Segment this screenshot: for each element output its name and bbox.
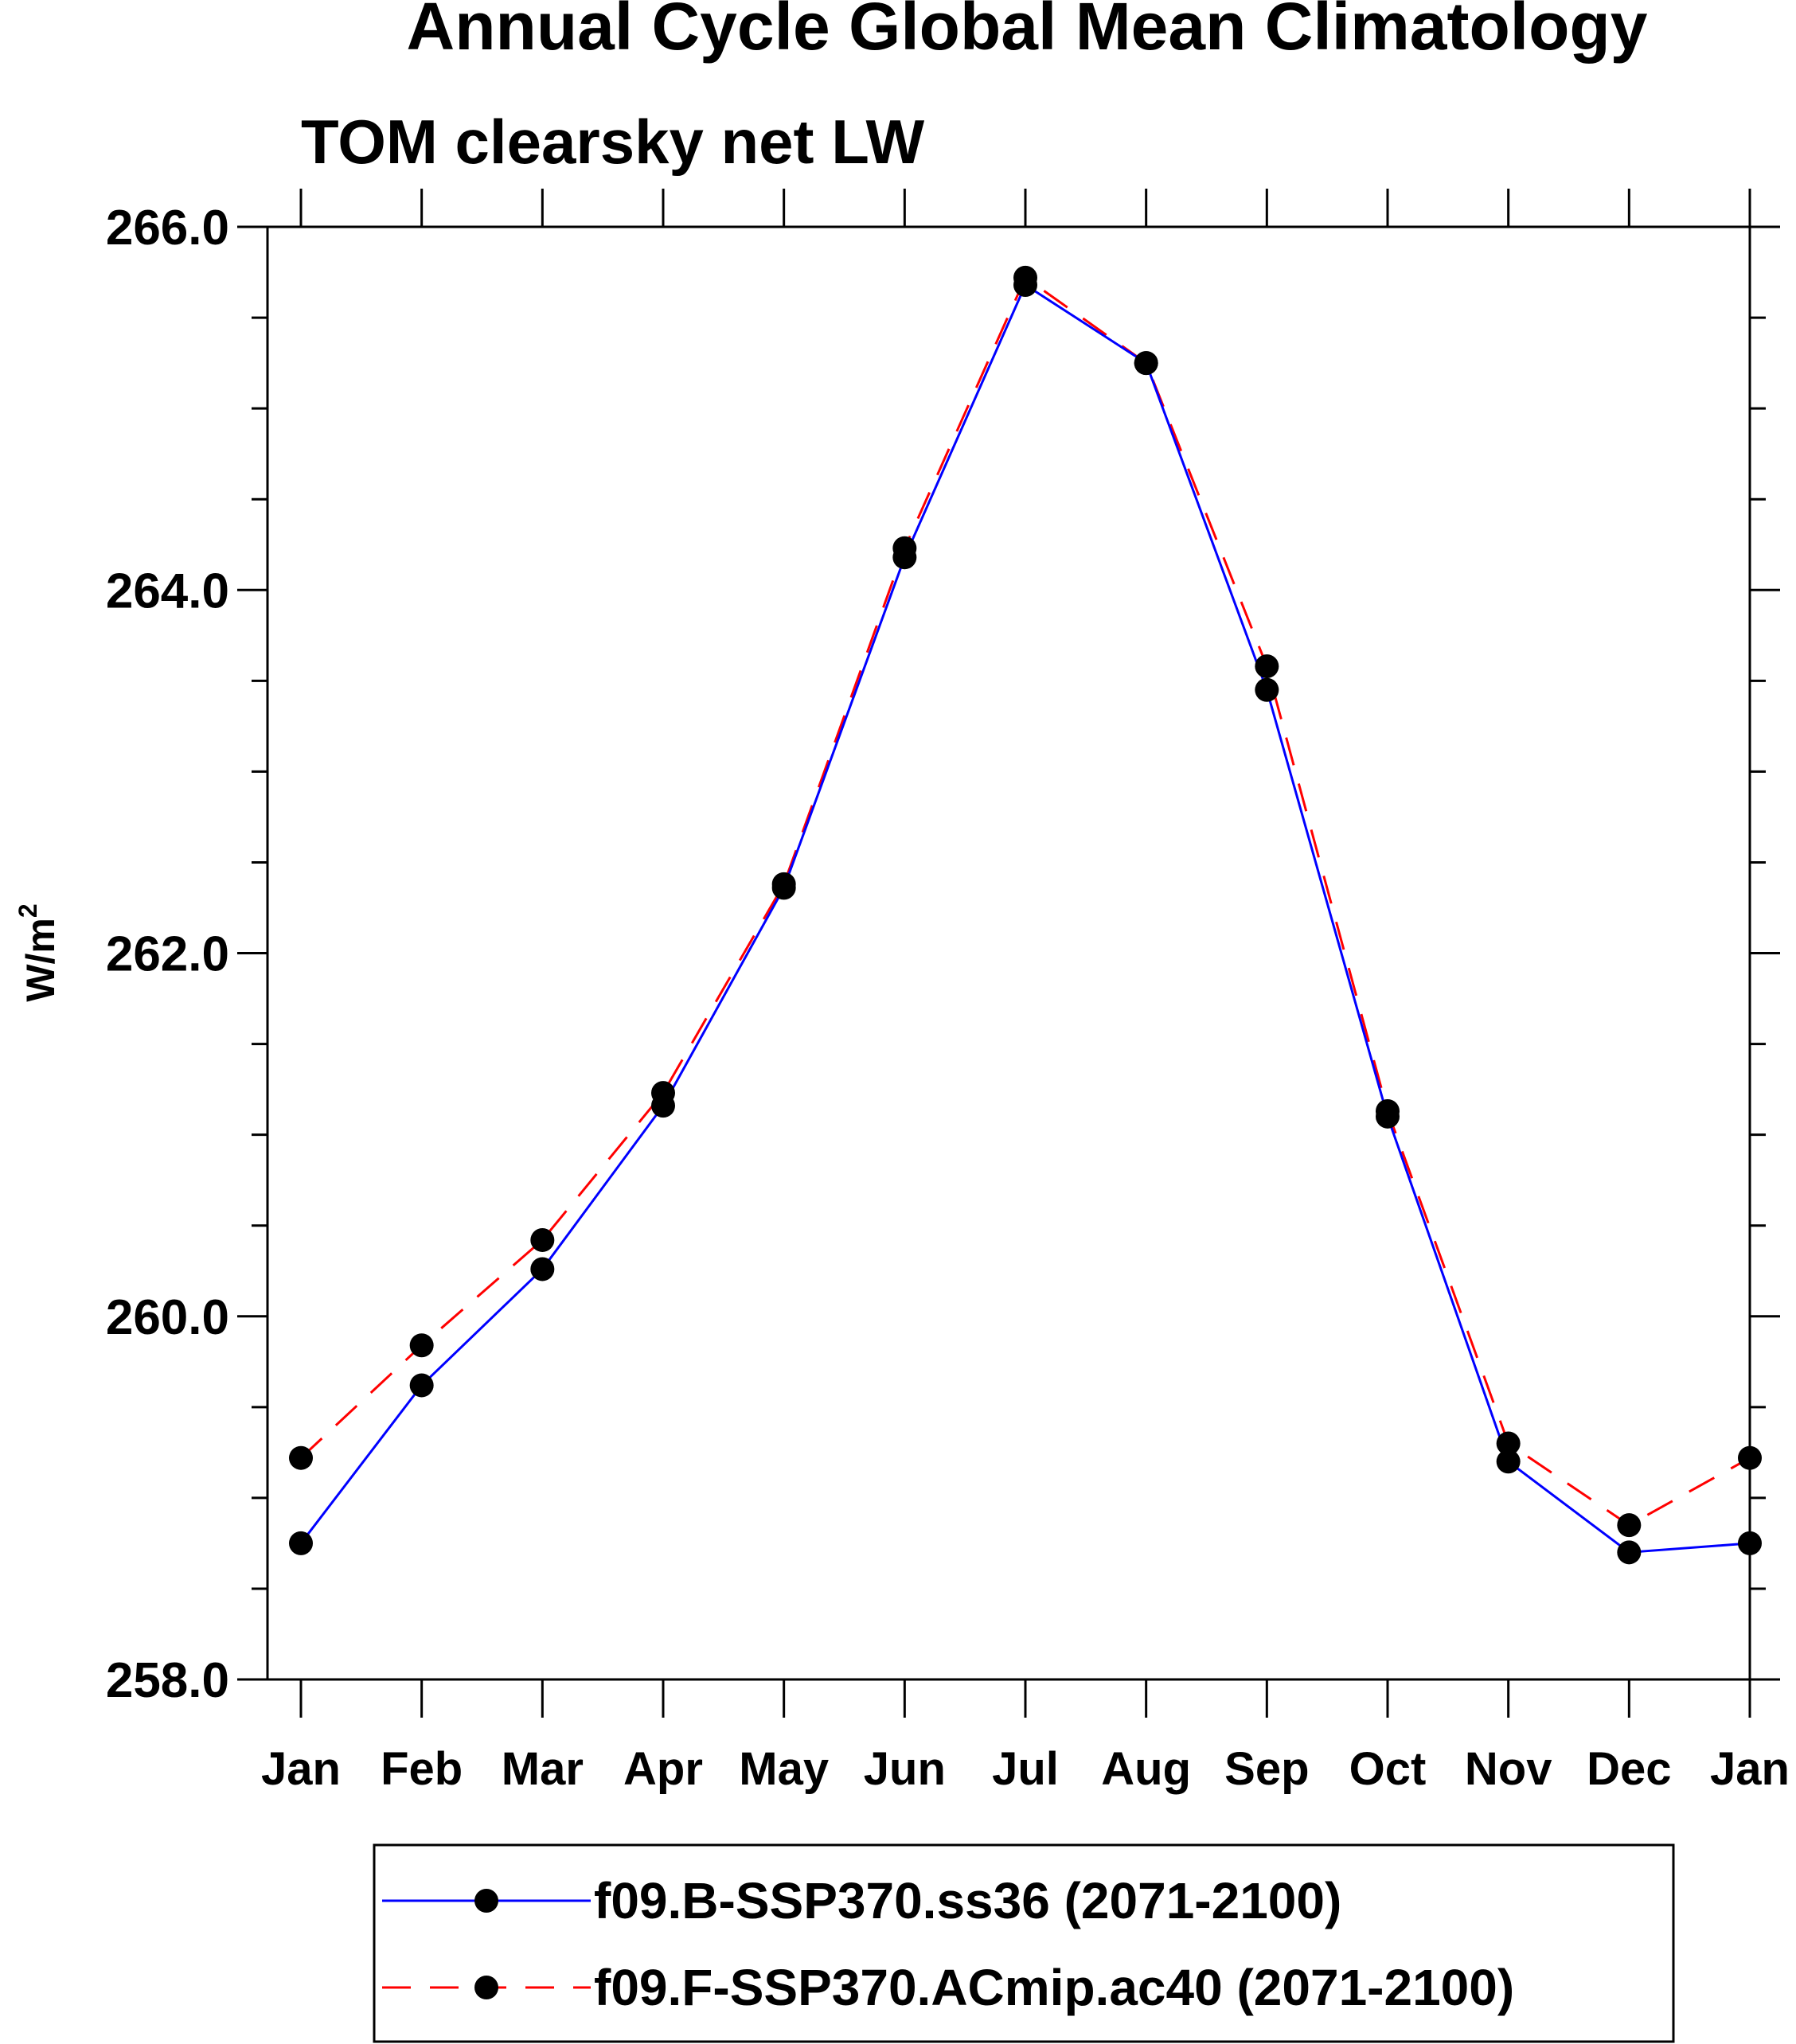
series-0-point — [530, 1257, 555, 1281]
x-tick-label: Feb — [381, 1743, 463, 1795]
x-tick-label: Mar — [502, 1743, 584, 1795]
y-tick-label: 258.0 — [106, 1653, 229, 1708]
x-tick-label: Sep — [1224, 1743, 1309, 1795]
x-tick-label: Aug — [1101, 1743, 1191, 1795]
legend-label-f: f09.F-SSP370.ACmip.ac40 (2071-2100) — [594, 1959, 1514, 2016]
y-tick-label: 260.0 — [106, 1290, 229, 1345]
x-tick-label: May — [739, 1743, 829, 1795]
series-0-point — [289, 1531, 313, 1555]
series-1-point — [1617, 1513, 1642, 1538]
y-tick-label: 264.0 — [106, 564, 229, 618]
series-0-point — [1255, 677, 1279, 702]
x-tick-label: Jun — [864, 1743, 946, 1795]
series-1-point — [1376, 1098, 1400, 1123]
axes-ticks — [237, 189, 1780, 1718]
series-0-point — [1617, 1540, 1642, 1565]
series-0-point — [1496, 1449, 1521, 1474]
y-axis-label-base: W/m — [18, 918, 63, 1002]
series-1-point — [892, 536, 917, 560]
legend: f09.B-SSP370.ss36 (2071-2100) f09.F-SSP3… — [373, 1843, 1675, 2043]
legend-box — [373, 1843, 1675, 2043]
series-1-point — [289, 1445, 313, 1470]
legend-marker-f — [474, 1976, 498, 1999]
y-tick-label: 266.0 — [106, 201, 229, 256]
x-tick-label: Jan — [261, 1743, 341, 1795]
tick-labels: 258.0 260.0 262.0 264.0 266.0 Jan Feb Mar Apr May… — [106, 201, 1790, 1795]
series-line-0 — [299, 283, 1751, 1554]
legend-label-b: f09.B-SSP370.ss36 (2071-2100) — [594, 1872, 1341, 1929]
x-tick-label: Apr — [623, 1743, 703, 1795]
x-tick-label: Jan — [1710, 1743, 1790, 1795]
series-1-point — [651, 1081, 675, 1106]
series-1-point — [1255, 654, 1279, 679]
svg-text:W/m2: W/m2 — [14, 903, 63, 1001]
x-tick-label: Oct — [1349, 1743, 1427, 1795]
y-axis-label: W/m2 — [14, 903, 63, 1001]
x-tick-label: Nov — [1465, 1743, 1552, 1795]
y-tick-label: 262.0 — [106, 927, 229, 982]
series-0-point — [409, 1373, 434, 1398]
series-1-point — [771, 872, 796, 896]
y-axis-label-superscript: 2 — [14, 903, 42, 918]
series-layer — [289, 265, 1762, 1565]
series-1-point — [409, 1333, 434, 1358]
x-tick-label: Dec — [1587, 1743, 1671, 1795]
chart-title: Annual Cycle Global Mean Climatology — [407, 0, 1648, 64]
legend-marker-b — [474, 1889, 498, 1913]
series-line-1 — [299, 276, 1751, 1527]
series-1-point — [1496, 1431, 1521, 1456]
series-1-point — [1013, 265, 1037, 290]
x-tick-label: Jul — [992, 1743, 1059, 1795]
plot-frame — [266, 225, 1751, 1681]
series-1-point — [530, 1227, 555, 1252]
chart-subtitle: TOM clearsky net LW — [301, 107, 925, 177]
series-1-point — [1134, 351, 1158, 376]
